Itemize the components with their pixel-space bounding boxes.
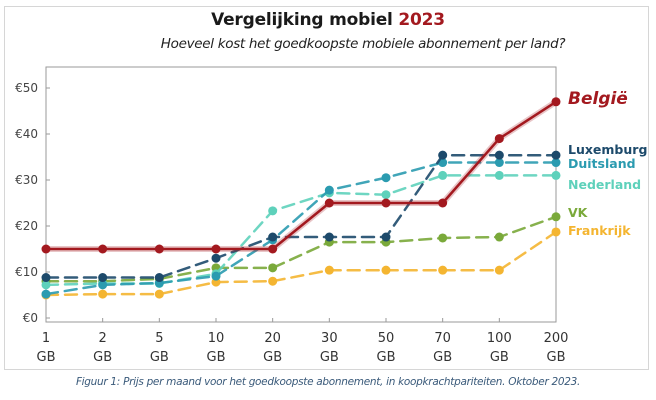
data-point <box>98 244 108 254</box>
y-tick-label: €40 <box>15 127 38 141</box>
x-tick-label: 10 <box>208 331 225 346</box>
data-point <box>154 244 164 254</box>
data-point <box>324 265 334 275</box>
data-point <box>268 232 278 242</box>
data-point <box>551 227 561 237</box>
data-point <box>551 97 561 107</box>
data-point <box>324 232 334 242</box>
series-label: Luxemburg <box>568 142 647 157</box>
x-tick-unit: GB <box>377 350 396 365</box>
x-tick-unit: GB <box>207 350 226 365</box>
series-line <box>46 100 557 251</box>
y-tick-label: €50 <box>15 81 38 95</box>
data-point <box>268 206 278 216</box>
title-text: Vergelijking mobiel <box>211 10 393 30</box>
series-lines <box>41 97 561 300</box>
data-point <box>551 150 561 160</box>
data-point <box>494 265 504 275</box>
data-point <box>551 212 561 222</box>
y-tick-label: €10 <box>15 265 38 279</box>
data-point <box>381 198 391 208</box>
data-point <box>494 232 504 242</box>
figure-caption: Figuur 1: Prijs per maand voor het goedk… <box>75 376 581 388</box>
data-point <box>494 170 504 180</box>
series-line <box>44 230 558 297</box>
series-label: Nederland <box>568 177 641 192</box>
x-tick-label: 30 <box>321 331 338 346</box>
y-tick-label: €20 <box>15 219 38 233</box>
series-line <box>44 215 558 283</box>
data-point <box>98 273 108 283</box>
x-tick-label: 5 <box>155 331 163 346</box>
x-tick-unit: GB <box>150 350 169 365</box>
plot-frame <box>45 66 557 323</box>
title-year: 2023 <box>398 10 445 30</box>
data-point <box>381 173 391 183</box>
x-tick-label: 20 <box>264 331 281 346</box>
data-point <box>381 265 391 275</box>
data-point <box>98 280 108 290</box>
data-point <box>381 232 391 242</box>
data-point <box>494 134 504 144</box>
data-point <box>324 185 334 195</box>
data-point <box>381 190 391 200</box>
data-point <box>268 244 278 254</box>
data-point <box>41 244 51 254</box>
x-tick-unit: GB <box>37 350 56 365</box>
x-tick-unit: GB <box>263 350 282 365</box>
x-tick-label: 1 <box>42 331 50 346</box>
series-label: VK <box>568 205 589 220</box>
data-point <box>211 244 221 254</box>
series-label: Duitsland <box>568 156 636 171</box>
data-point <box>438 265 448 275</box>
x-tick-label: 50 <box>378 331 395 346</box>
data-point <box>41 273 51 283</box>
data-point <box>154 273 164 283</box>
x-tick-unit: GB <box>93 350 112 365</box>
data-point <box>438 198 448 208</box>
data-point <box>211 271 221 281</box>
data-point <box>551 170 561 180</box>
chart-subtitle: Hoeveel kost het goedkoopste mobiele abo… <box>160 36 566 52</box>
series-duitsland <box>41 158 561 299</box>
data-point <box>154 289 164 299</box>
y-tick-label: €0 <box>23 311 38 325</box>
series-label: België <box>568 89 628 109</box>
series-luxemburg <box>41 150 561 283</box>
x-tick-unit: GB <box>433 350 452 365</box>
series-nederland <box>41 170 561 290</box>
chart-title: Vergelijking mobiel 2023 <box>0 10 656 30</box>
data-point <box>98 289 108 299</box>
data-point <box>438 233 448 243</box>
data-point <box>324 198 334 208</box>
data-point <box>494 158 504 168</box>
data-point <box>268 276 278 286</box>
data-point <box>494 150 504 160</box>
data-point <box>438 170 448 180</box>
data-point <box>41 289 51 299</box>
x-tick-label: 2 <box>99 331 107 346</box>
series-line <box>44 174 558 287</box>
x-tick-unit: GB <box>547 350 566 365</box>
x-tick-unit: GB <box>490 350 509 365</box>
series-line <box>44 153 558 279</box>
y-tick-label: €30 <box>15 173 38 187</box>
series-frankrijk <box>41 227 561 300</box>
axes: €0 €10 €20 €30 €40 €50 1 GB 2 GB 5 GB 10 GB 20 GB 30 GB 50… <box>15 66 569 365</box>
data-point <box>41 280 51 290</box>
data-point <box>438 150 448 160</box>
x-tick-label: 100 <box>487 331 512 346</box>
data-point <box>551 158 561 168</box>
x-tick-unit: GB <box>320 350 339 365</box>
data-point <box>211 253 221 263</box>
series-line <box>44 161 558 296</box>
data-point <box>268 263 278 273</box>
x-tick-label: 200 <box>544 331 569 346</box>
series-belgië <box>41 97 561 254</box>
series-label: Frankrijk <box>568 223 631 238</box>
x-tick-label: 70 <box>434 331 451 346</box>
